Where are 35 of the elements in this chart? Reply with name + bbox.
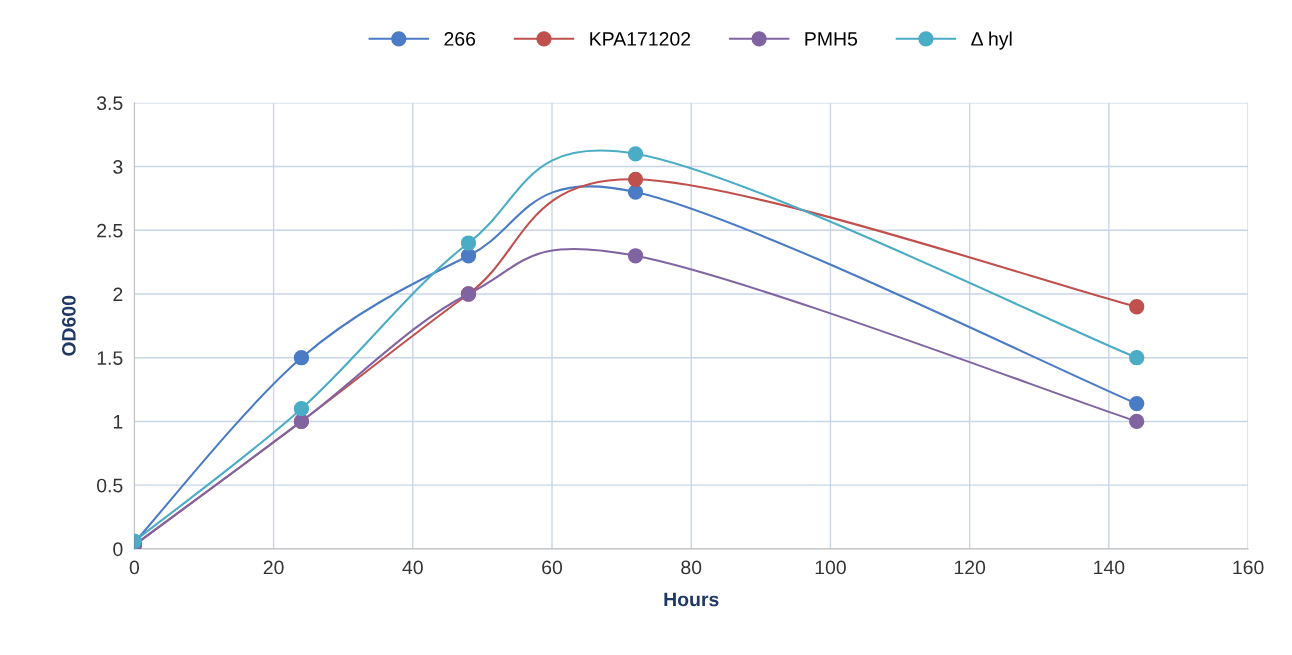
x-tick-label: 80 — [681, 560, 702, 575]
point — [1129, 395, 1145, 412]
x-tick-label: 60 — [542, 560, 563, 575]
point — [1129, 413, 1145, 430]
point — [627, 146, 644, 162]
y-axis-title: OD600 — [61, 295, 76, 356]
x-tick-label: 140 — [1094, 560, 1125, 575]
point — [627, 248, 644, 264]
x-tick-label: 20 — [263, 560, 284, 575]
y-tick-label: 2.5 — [97, 223, 123, 238]
y-tick-label: 3 — [113, 160, 123, 174]
point — [1129, 299, 1145, 315]
point — [293, 401, 310, 417]
point — [627, 184, 644, 200]
x-tick-label: 120 — [954, 560, 986, 575]
point — [460, 235, 477, 251]
y-tick-label: 3.5 — [96, 96, 123, 111]
legend-label: KPA171202 — [590, 32, 691, 46]
y-tick-label: 1 — [113, 415, 123, 429]
x-tick-label: 160 — [1233, 560, 1264, 575]
legend-label: 266 — [444, 32, 476, 46]
y-tick-label: 0 — [113, 542, 123, 557]
y-tick-label: 1.5 — [97, 351, 123, 365]
legend-label: Δ hyl — [971, 31, 1012, 50]
legend-label: PMH5 — [805, 32, 858, 46]
x-tick-label: 40 — [402, 560, 423, 575]
point — [1129, 350, 1145, 366]
point — [627, 171, 644, 187]
point — [460, 248, 477, 264]
point — [293, 350, 310, 366]
y-tick-label: 0.5 — [96, 478, 123, 493]
y-tick-label: 2 — [113, 287, 123, 302]
x-tick-label: 100 — [815, 560, 846, 575]
x-tick-label: 0 — [129, 560, 140, 575]
x-axis-title: Hours — [664, 592, 719, 607]
